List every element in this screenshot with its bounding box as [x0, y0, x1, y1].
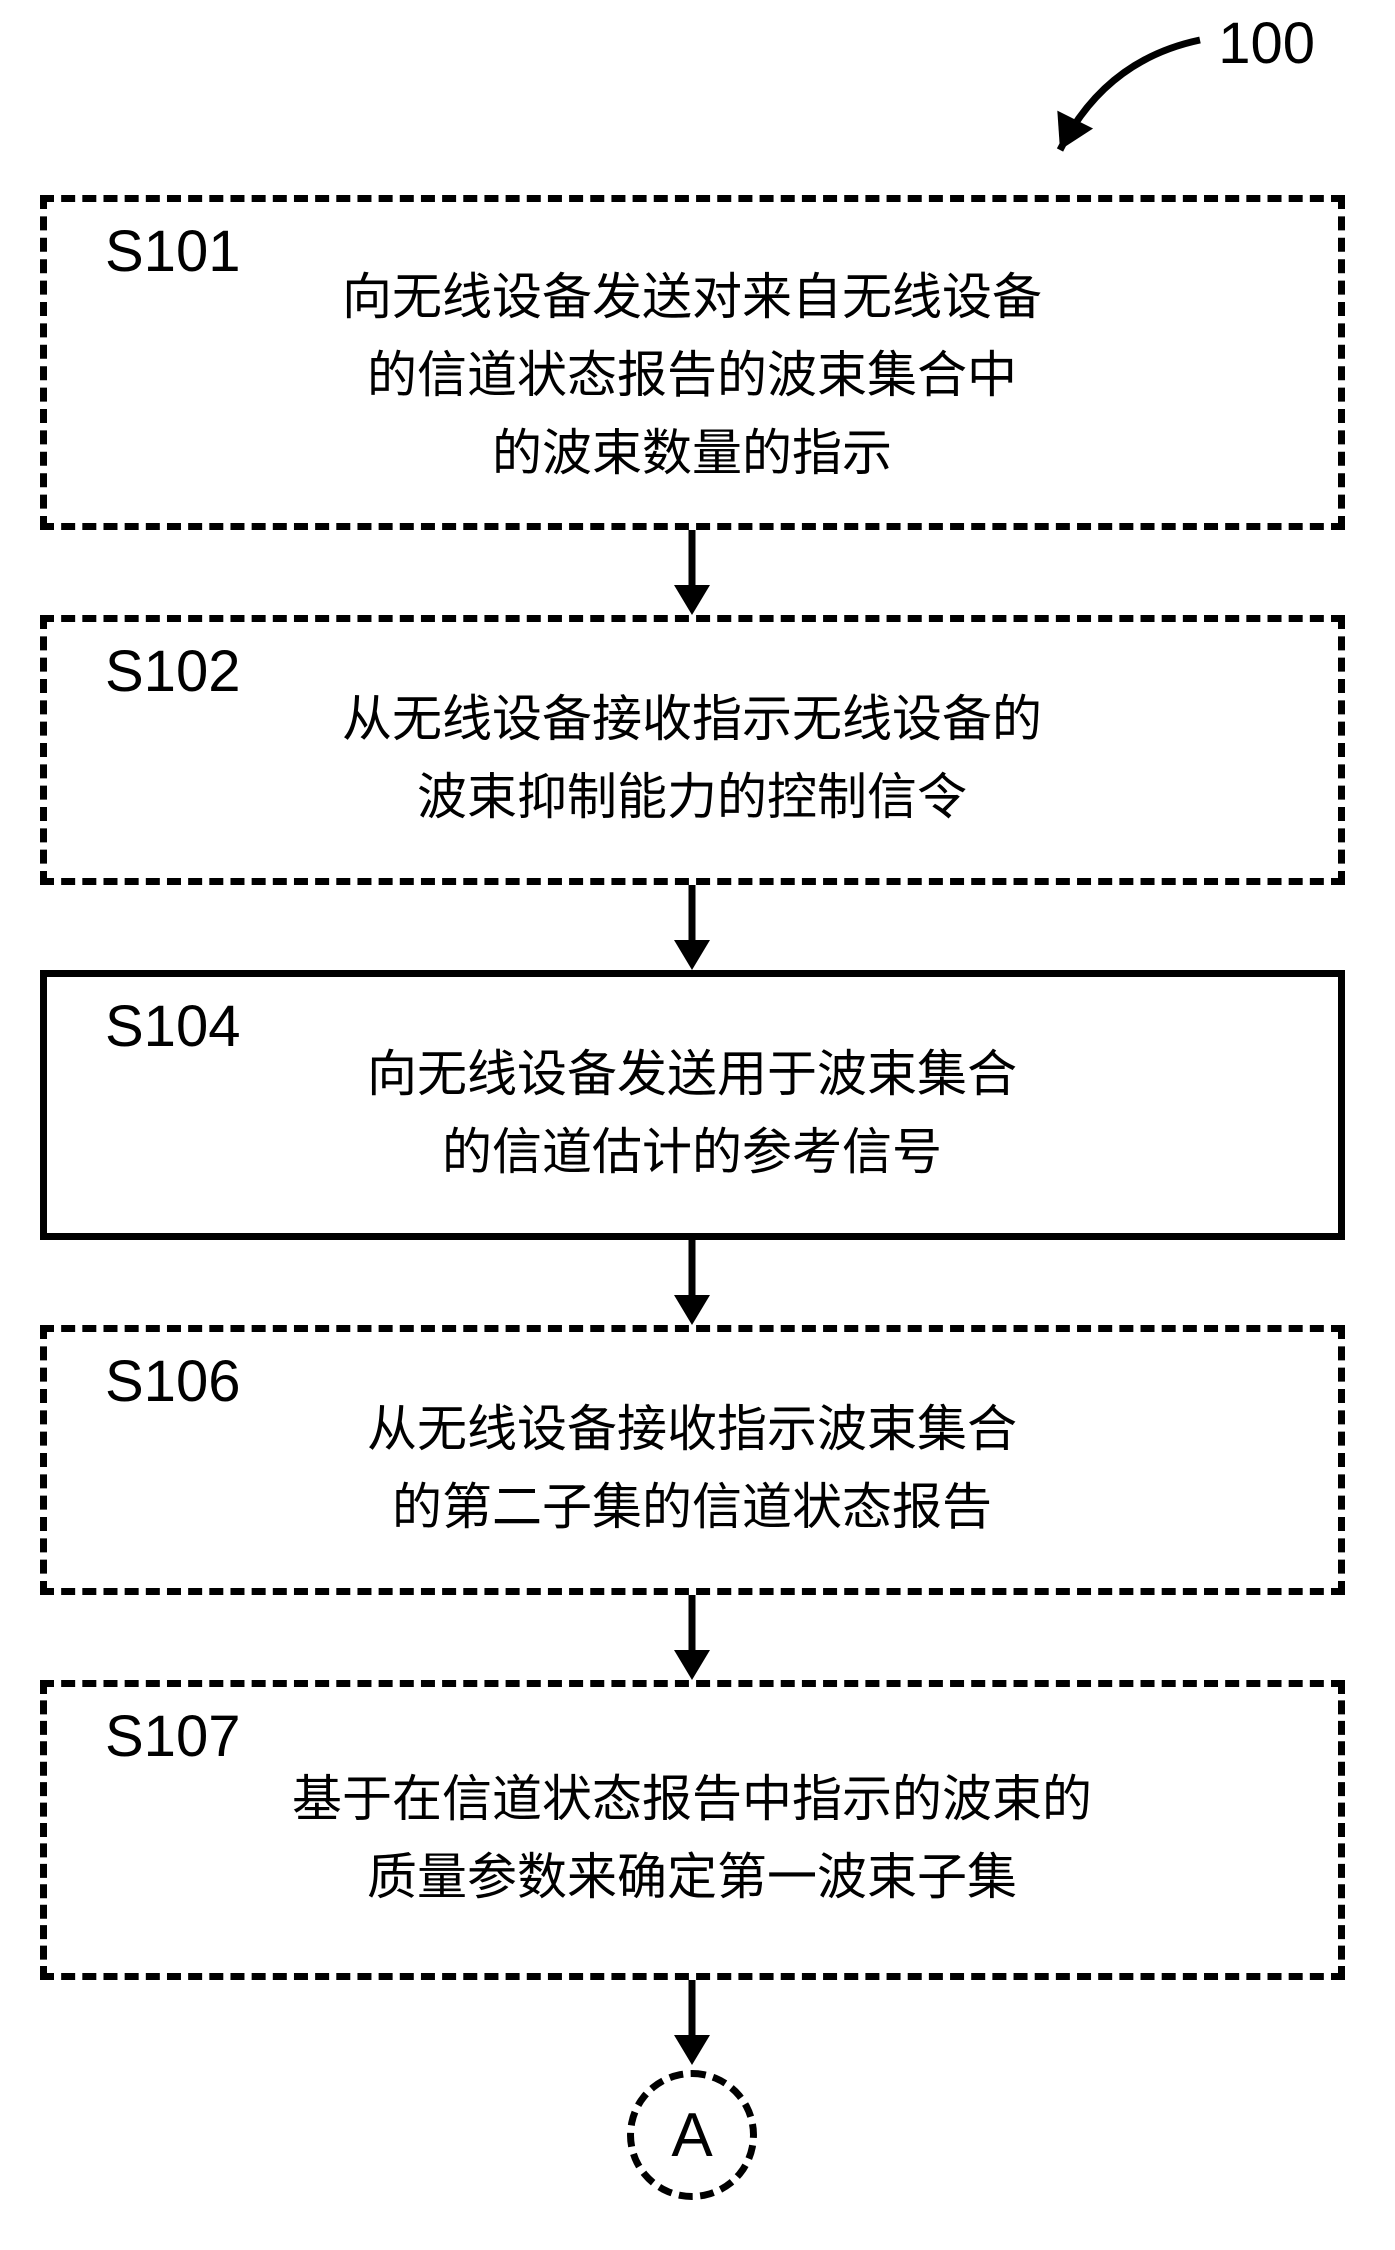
figure-ref-number: 100 [1218, 10, 1315, 77]
step-text-s106: 从无线设备接收指示波束集合的第二子集的信道状态报告 [140, 1390, 1245, 1546]
flowchart-canvas: 100 S101 向无线设备发送对来自无线设备的信道状态报告的波束集合中的波束数… [0, 0, 1395, 2250]
step-text-s104: 向无线设备发送用于波束集合的信道估计的参考信号 [140, 1035, 1245, 1191]
step-text-s101: 向无线设备发送对来自无线设备的信道状态报告的波束集合中的波束数量的指示 [140, 258, 1245, 492]
step-text-s102: 从无线设备接收指示无线设备的波束抑制能力的控制信令 [140, 680, 1245, 836]
connector-a-label: A [671, 2100, 712, 2171]
connector-a: A [627, 2070, 757, 2200]
step-text-s107: 基于在信道状态报告中指示的波束的质量参数来确定第一波束子集 [140, 1760, 1245, 1916]
